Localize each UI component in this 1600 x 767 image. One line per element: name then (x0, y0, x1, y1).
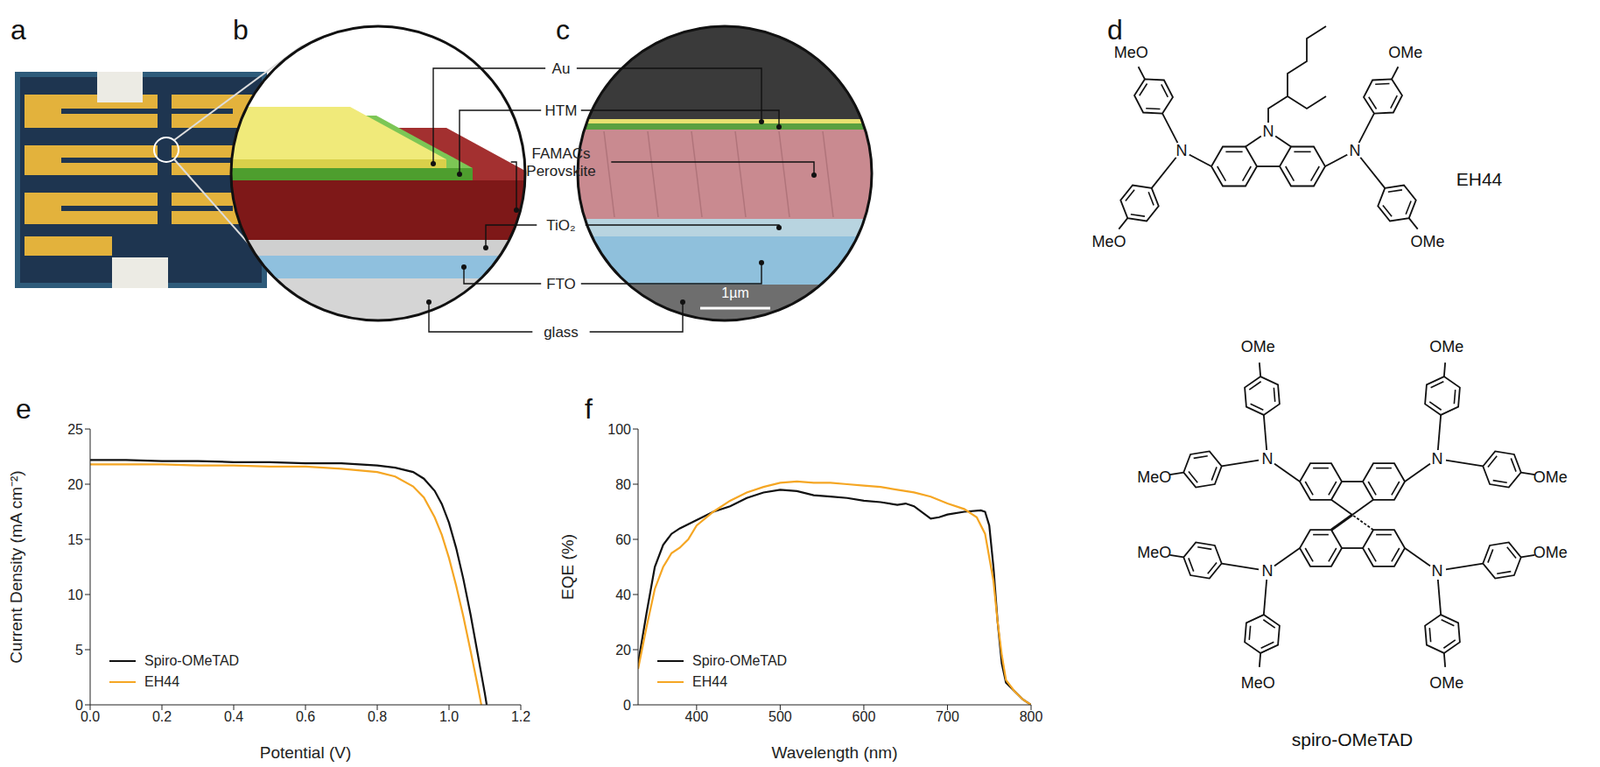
svg-text:N: N (1176, 141, 1188, 160)
svg-text:1.0: 1.0 (439, 708, 459, 724)
svg-text:OMe: OMe (1241, 337, 1276, 356)
svg-text:400: 400 (685, 708, 709, 724)
svg-text:e: e (15, 392, 32, 425)
svg-text:c: c (555, 14, 570, 46)
svg-text:OMe: OMe (1429, 673, 1464, 692)
svg-text:MeO: MeO (1136, 543, 1172, 562)
svg-text:N: N (1263, 122, 1275, 141)
svg-text:HTM: HTM (545, 102, 578, 120)
html-text:Spiro-OMeTAD: Spiro-OMeTAD (144, 652, 240, 668)
svg-text:Au: Au (552, 60, 571, 78)
svg-text:OMe: OMe (1533, 468, 1568, 486)
svg-text:FTO: FTO (546, 275, 576, 293)
html-text:EH44: EH44 (144, 673, 180, 689)
svg-text:0: 0 (623, 697, 632, 713)
html-text:Spiro-OMeTAD: Spiro-OMeTAD (692, 652, 788, 668)
svg-text:glass: glass (543, 323, 579, 341)
svg-text:MeO: MeO (1092, 232, 1127, 251)
svg-text:0: 0 (75, 697, 84, 713)
svg-text:600: 600 (852, 708, 877, 724)
svg-text:15: 15 (67, 532, 84, 548)
svg-text:a: a (10, 14, 27, 46)
svg-text:f: f (584, 392, 593, 425)
svg-text:0.0: 0.0 (80, 708, 100, 724)
svg-text:MeO: MeO (1241, 673, 1276, 692)
svg-text:EH44: EH44 (1456, 168, 1503, 190)
svg-text:d: d (1107, 14, 1123, 46)
svg-text:N: N (1431, 449, 1444, 468)
svg-text:800: 800 (1019, 708, 1044, 724)
svg-text:0.4: 0.4 (224, 708, 244, 724)
svg-text:80: 80 (615, 477, 632, 492)
svg-text:MeO: MeO (1136, 468, 1172, 486)
svg-text:N: N (1431, 561, 1444, 580)
svg-text:0.6: 0.6 (295, 708, 316, 724)
svg-text:5: 5 (75, 642, 84, 658)
svg-text:Wavelength (nm): Wavelength (nm) (771, 743, 899, 762)
svg-text:MeO: MeO (1114, 43, 1149, 62)
html-text:EH44: EH44 (692, 673, 728, 689)
svg-text:100: 100 (607, 421, 632, 437)
svg-text:1µm: 1µm (721, 285, 749, 301)
svg-text:b: b (232, 14, 249, 46)
svg-text:N: N (1349, 141, 1362, 160)
svg-text:60: 60 (615, 532, 632, 548)
svg-text:10: 10 (67, 587, 84, 603)
svg-text:N: N (1262, 561, 1274, 580)
svg-text:spiro-OMeTAD: spiro-OMeTAD (1291, 729, 1413, 750)
svg-text:700: 700 (935, 708, 960, 724)
svg-text:OMe: OMe (1533, 543, 1568, 562)
svg-text:Potential (V): Potential (V) (259, 743, 352, 762)
svg-text:EQE (%): EQE (%) (558, 533, 577, 600)
svg-text:Current Density (mA cm⁻²): Current Density (mA cm⁻²) (7, 470, 26, 663)
svg-text:500: 500 (768, 708, 793, 724)
svg-text:N: N (1262, 449, 1274, 468)
svg-text:20: 20 (67, 477, 84, 492)
svg-text:OMe: OMe (1388, 43, 1423, 62)
svg-text:0.8: 0.8 (367, 708, 387, 724)
svg-text:FAMACsPerovskite: FAMACsPerovskite (526, 145, 596, 180)
svg-text:1.2: 1.2 (511, 708, 531, 724)
svg-text:OMe: OMe (1410, 232, 1445, 251)
svg-text:40: 40 (615, 587, 632, 603)
svg-text:20: 20 (615, 642, 632, 658)
svg-text:TiO₂: TiO₂ (546, 217, 576, 234)
svg-text:0.2: 0.2 (152, 708, 172, 724)
svg-text:25: 25 (67, 421, 84, 437)
svg-text:OMe: OMe (1429, 337, 1464, 356)
